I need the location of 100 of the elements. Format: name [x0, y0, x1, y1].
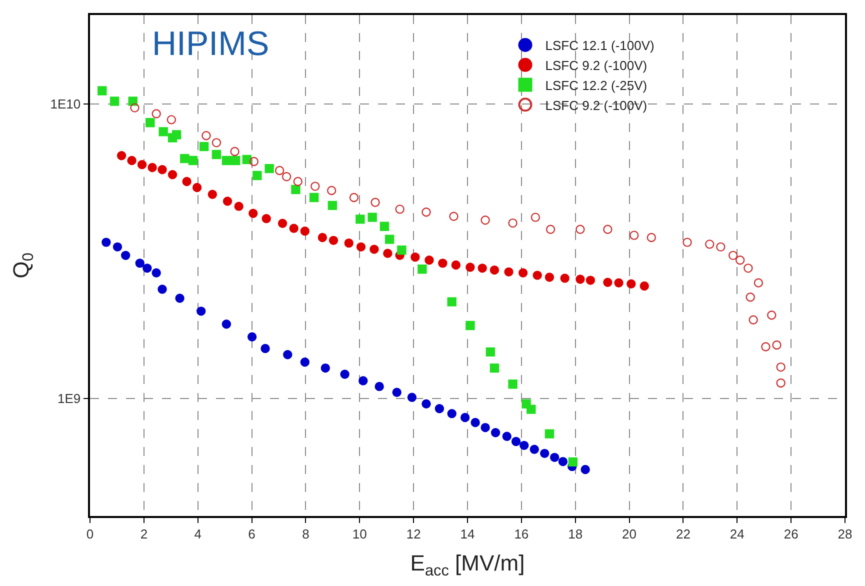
point [532, 270, 542, 280]
point [746, 292, 755, 302]
point [508, 380, 518, 389]
point [349, 192, 359, 202]
x-tick-label: 20 [622, 526, 637, 542]
point [480, 216, 490, 225]
x-tick-label: 22 [676, 526, 690, 542]
x-tick-label: 2 [140, 526, 148, 542]
point [208, 190, 218, 199]
point [422, 208, 431, 217]
point [451, 260, 461, 270]
point [640, 281, 649, 291]
point [112, 242, 122, 252]
point [508, 218, 518, 228]
point [772, 340, 782, 350]
point [530, 212, 540, 222]
point [260, 344, 270, 354]
point [716, 242, 726, 252]
point [478, 264, 487, 273]
point [340, 370, 350, 379]
point [748, 315, 758, 324]
point [252, 170, 262, 180]
point [466, 262, 475, 272]
point [327, 186, 336, 196]
x-tick-label: 4 [194, 526, 202, 542]
point [158, 165, 167, 174]
legend-label: LSFC 12.2 (-25V) [545, 78, 648, 93]
point [356, 242, 366, 252]
x-tick-label: 28 [838, 526, 852, 542]
point [380, 222, 390, 231]
point [249, 156, 259, 166]
point [544, 429, 554, 438]
point [231, 156, 240, 166]
point [526, 404, 536, 414]
point [212, 150, 222, 160]
point [504, 267, 514, 277]
point [470, 418, 480, 428]
point [630, 230, 639, 240]
point [776, 362, 786, 372]
point [146, 118, 155, 128]
point [291, 184, 300, 194]
point [120, 250, 130, 260]
point [282, 172, 292, 182]
point [422, 399, 431, 408]
point [424, 256, 434, 265]
point [168, 170, 178, 180]
point [449, 212, 458, 221]
point [384, 234, 394, 244]
point [110, 96, 120, 106]
point [392, 388, 402, 398]
point [576, 224, 585, 234]
point [626, 279, 636, 288]
point [480, 422, 490, 432]
point [158, 127, 168, 136]
point [98, 86, 107, 96]
point [310, 182, 320, 191]
point [264, 164, 274, 174]
point [182, 176, 192, 186]
point [395, 204, 404, 214]
point [192, 182, 202, 192]
point [180, 154, 190, 164]
point [490, 363, 500, 373]
point [646, 232, 656, 242]
point [309, 192, 319, 202]
point [744, 264, 753, 273]
point [300, 358, 310, 367]
point [728, 250, 738, 260]
point [754, 278, 764, 288]
point [130, 103, 140, 112]
point [580, 464, 590, 474]
legend-label: LSFC 9.2 (-100V) [545, 98, 648, 113]
x-tick-label: 24 [730, 526, 744, 542]
point [530, 444, 539, 454]
point [274, 166, 284, 176]
point [434, 404, 444, 414]
point [142, 264, 152, 273]
point [202, 130, 211, 140]
point [199, 142, 209, 152]
point [230, 146, 240, 156]
point [358, 376, 368, 386]
point [222, 319, 232, 329]
point [222, 196, 232, 206]
point [682, 238, 692, 247]
point [540, 448, 550, 458]
point [410, 252, 420, 262]
point [196, 306, 206, 316]
point [614, 278, 624, 288]
point [511, 436, 521, 446]
x-tick-label: 26 [784, 526, 798, 542]
point [558, 456, 568, 466]
point [502, 432, 512, 441]
x-tick-label: 10 [352, 526, 367, 542]
point [148, 162, 157, 172]
point [116, 151, 126, 160]
x-tick-label: 0 [86, 526, 94, 542]
x-tick-label: 18 [568, 526, 583, 542]
x-tick-label: 12 [406, 526, 421, 542]
point [418, 264, 427, 274]
point [212, 138, 222, 148]
point [767, 310, 776, 320]
